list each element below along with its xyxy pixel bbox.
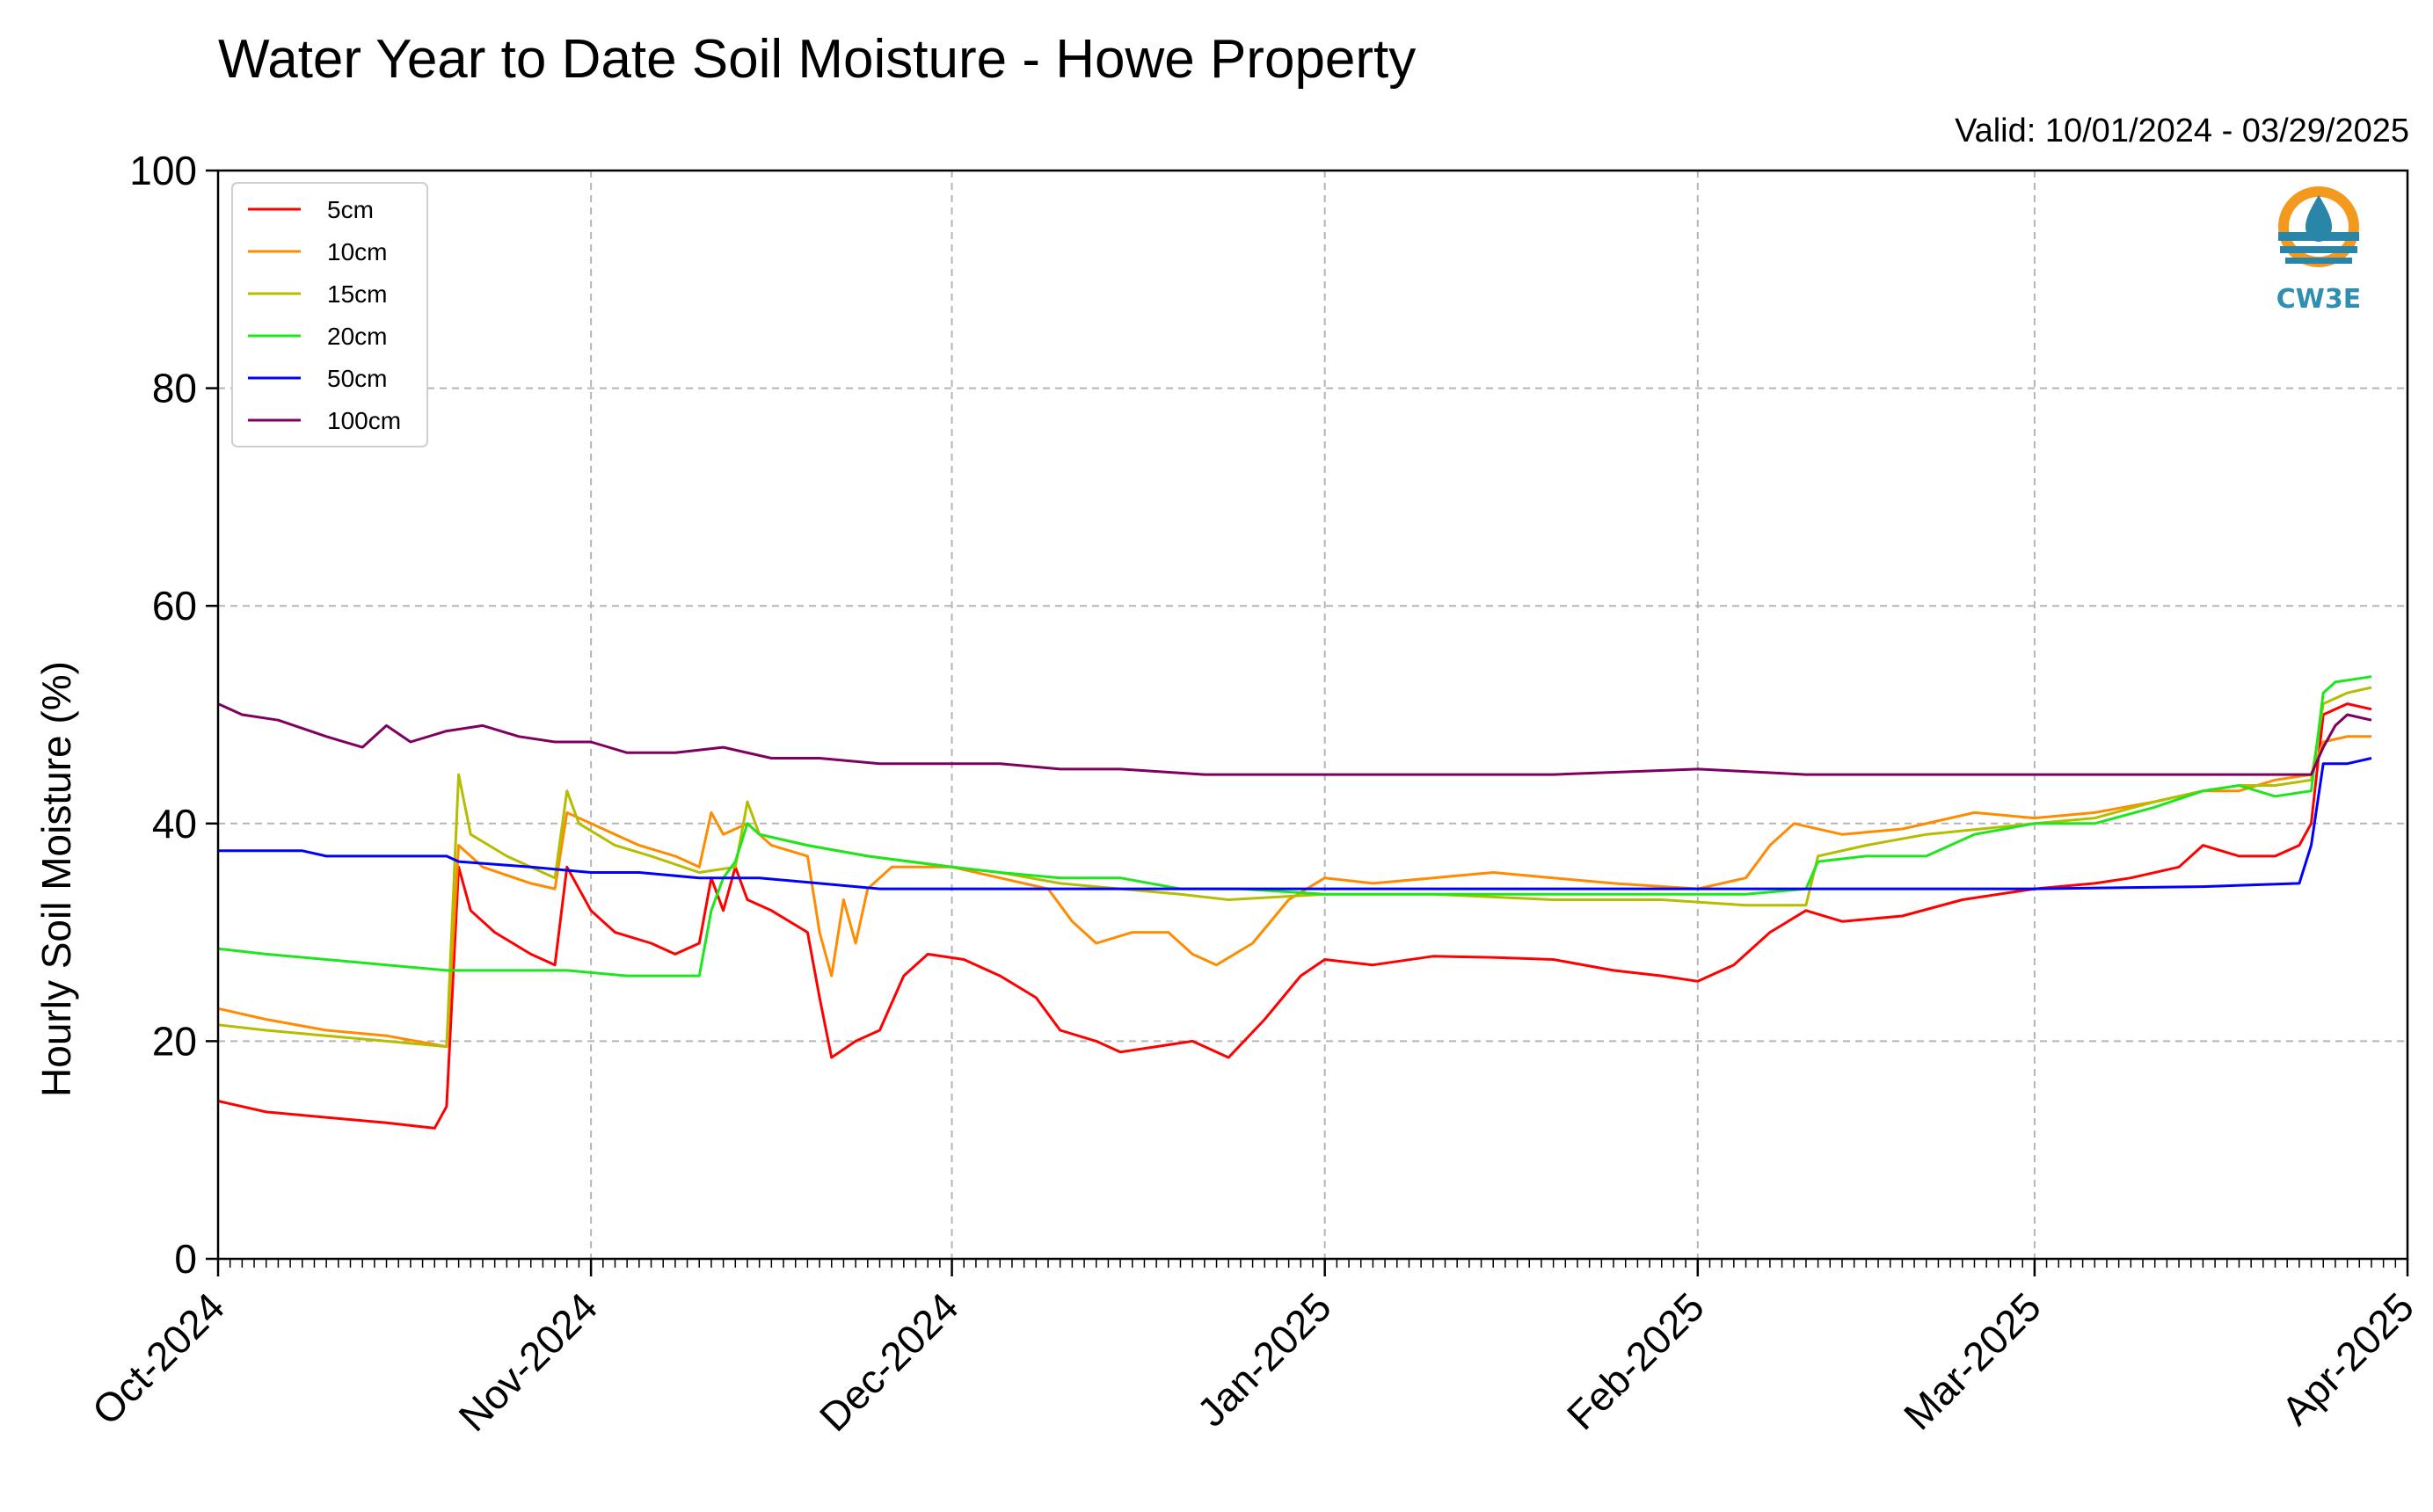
y-axis-label: Hourly Soil Moisture (%): [33, 661, 79, 1097]
logo-text: CW3E: [2276, 284, 2361, 315]
series-line-100cm: [217, 702, 2372, 776]
y-tick-label: 100: [129, 148, 197, 193]
chart-title: Water Year to Date Soil Moisture - Howe …: [218, 29, 1416, 90]
x-tick-label: Mar-2025: [1895, 1283, 2050, 1438]
legend: 5cm 10cm 15cm 20cm 50cm 100cm: [231, 182, 428, 447]
y-tick-label: 0: [174, 1236, 197, 1282]
legend-label: 100cm: [327, 407, 401, 434]
legend-label: 5cm: [327, 196, 374, 223]
axis-ticks: 0 20 40 60 80 100 Oct-2024 Nov-2024 Dec-2024 Jan-…: [84, 148, 2423, 1440]
x-tick-label: Apr-2025: [2272, 1283, 2422, 1434]
y-tick-label: 20: [152, 1018, 197, 1064]
x-tick-label: Dec-2024: [811, 1283, 967, 1440]
series-line-5cm: [217, 702, 2372, 1130]
legend-label: 20cm: [327, 323, 387, 350]
series-lines: [217, 675, 2372, 1130]
y-tick-label: 40: [152, 801, 197, 847]
legend-label: 15cm: [327, 280, 387, 308]
series-line-20cm: [217, 675, 2372, 978]
series-line-50cm: [218, 757, 2372, 890]
series-line-15cm: [217, 686, 2372, 1049]
legend-label: 10cm: [327, 238, 387, 265]
valid-range-label: Valid: 10/01/2024 - 03/29/2025: [1955, 113, 2409, 149]
x-tick-label: Feb-2025: [1558, 1283, 1713, 1438]
legend-box: [231, 182, 428, 447]
cw3e-logo: CW3E: [2276, 186, 2361, 315]
x-tick-label: Oct-2024: [84, 1283, 234, 1434]
x-tick-label: Nov-2024: [449, 1283, 606, 1440]
x-tick-label: Jan-2025: [1188, 1283, 1339, 1435]
grid-lines: [218, 171, 2408, 1259]
y-tick-label: 60: [152, 583, 197, 629]
plot-frame: [216, 169, 2409, 1261]
y-tick-label: 80: [152, 366, 197, 411]
series-line-10cm: [217, 735, 2371, 1049]
legend-label: 50cm: [327, 365, 387, 392]
